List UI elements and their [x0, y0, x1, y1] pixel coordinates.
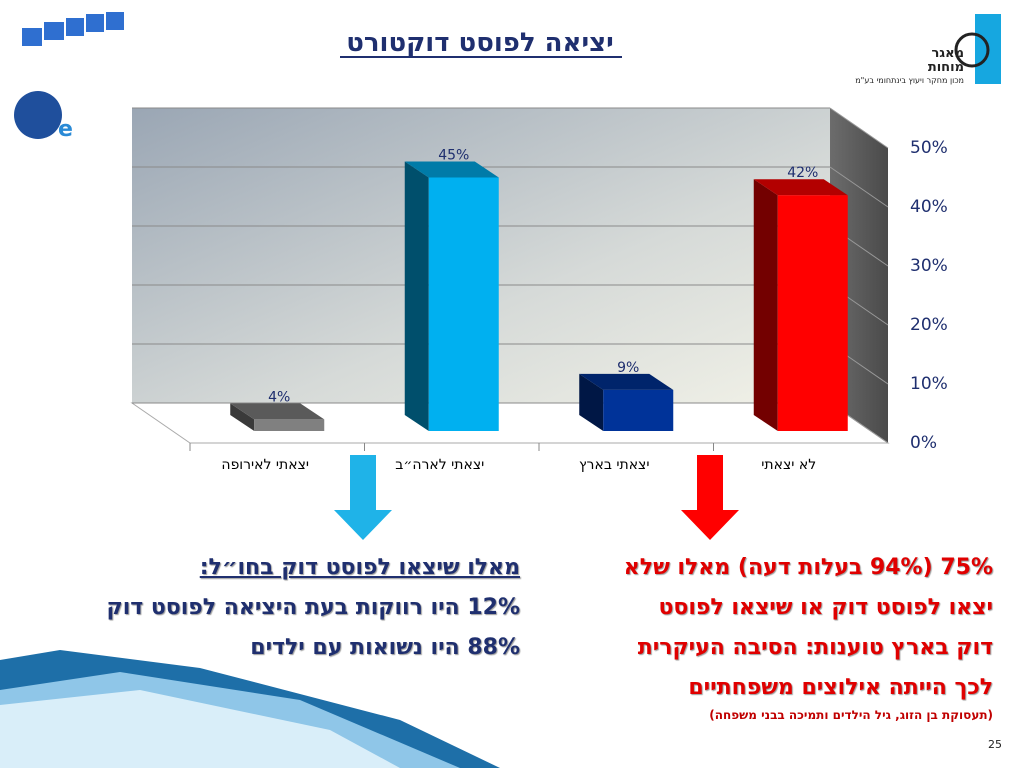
text-line: דוק בארץ טוענות: הסיבה העיקרית: [637, 635, 993, 660]
blocks-icon: [22, 12, 124, 46]
bar: [254, 419, 325, 431]
y-tick-label: 40%: [910, 197, 948, 217]
bar-top: [579, 373, 674, 390]
x-tick-label: יצאתי בארץ: [579, 457, 650, 473]
bar-side: [404, 161, 429, 431]
bar-top: [230, 403, 325, 420]
y-tick-label: 10%: [910, 374, 948, 394]
left-text: מאלו שיצאו לפוסט דוק בחו״ל: 12% היו רווקו…: [107, 548, 520, 668]
value-label: 45%: [438, 148, 469, 164]
bar-top: [753, 179, 848, 196]
arrow: [681, 455, 739, 540]
bar-side: [230, 403, 255, 431]
swoosh: [0, 690, 400, 768]
text-line: מאלו שיצאו לפוסט דוק בחו״ל:: [199, 555, 520, 580]
logo-text: מאגר: [931, 46, 964, 61]
right-text: 75% (94% בעלות דעה) מאלו שלא יצאו לפוסט ד…: [624, 548, 993, 708]
logo-tagline: מכון מחקר ויעוץ בינתחומי בע"מ: [855, 76, 964, 85]
x-tick-label: יצאתי לארה״ב: [395, 457, 484, 473]
value-label: 4%: [268, 389, 290, 405]
value-label: 42%: [787, 165, 818, 181]
text-line: 75% (94% בעלות דעה) מאלו שלא: [623, 555, 993, 580]
x-tick-label: לא יצאתי: [761, 457, 816, 473]
slide-title: יציאה לפוסט דוקטורט: [346, 28, 614, 58]
text-line: יצאו לפוסט דוק או שיצאו לפוסט: [658, 595, 993, 620]
page-number: 25: [988, 738, 1002, 751]
arrow: [334, 455, 392, 540]
text-line: לכך הייתה אילוצים משפחתיים: [688, 675, 993, 700]
bar-top: [404, 161, 499, 178]
x-tick-label: יצאתי לאירופה: [221, 457, 309, 473]
y-tick-label: 20%: [910, 315, 948, 335]
bar: [603, 389, 674, 431]
globe-icon: [14, 91, 62, 139]
grid-line: [829, 166, 889, 208]
text-line: 12% היו רווקות בעת היציאה לפוסט דוק: [106, 595, 520, 620]
logo-text: מוחות: [927, 60, 964, 75]
e-icon: e: [58, 117, 73, 142]
bar-side: [579, 373, 604, 431]
bar: [777, 195, 848, 431]
right-note: (תעסוקת בן הזוג, גיל הילדים ותמיכה בבני …: [709, 708, 993, 722]
text-line: 88% היו נשואות עם ילדים: [250, 635, 520, 660]
bar-side: [753, 179, 778, 431]
grid-line: [829, 107, 889, 149]
y-tick-label: 30%: [910, 256, 948, 276]
bar: [428, 177, 499, 431]
logo-mark: [954, 32, 990, 68]
y-tick-label: 50%: [910, 138, 948, 158]
y-tick-label: 0%: [910, 433, 937, 453]
value-label: 9%: [617, 360, 639, 376]
